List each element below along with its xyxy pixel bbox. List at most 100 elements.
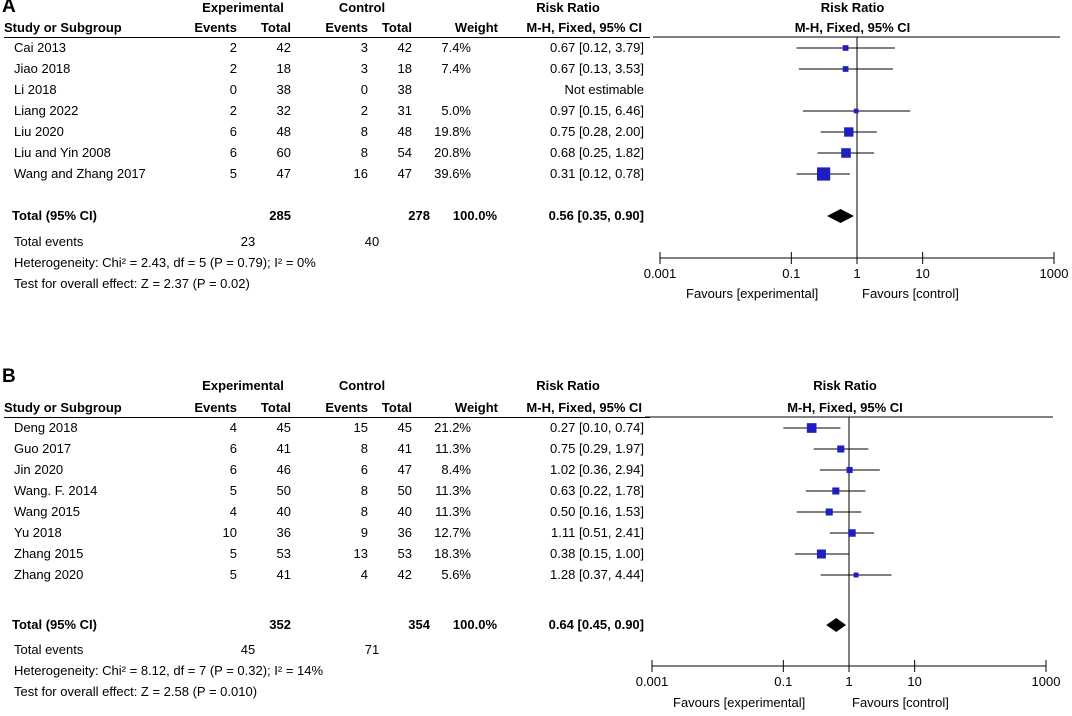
panel-a-col-weight: Weight (454, 20, 498, 35)
exp-total: 47 (276, 166, 291, 181)
ctrl-total: 18 (397, 61, 412, 76)
panel-b-total-label: Total (95% CI) (12, 617, 97, 632)
panel-a-col-exp-events: Events (194, 20, 237, 35)
panel-b-col-ctrl-total: Total (381, 400, 412, 415)
weight: 11.3% (435, 504, 471, 519)
ctrl-total: 42 (397, 40, 412, 55)
ci-text: 0.75 [0.29, 1.97] (550, 441, 644, 456)
exp-total: 50 (276, 483, 291, 498)
exp-total: 40 (276, 504, 291, 519)
weight: 18.3% (434, 546, 471, 561)
panel-a-col-ctrl-total: Total (381, 20, 412, 35)
exp-events: 5 (229, 567, 237, 582)
panel-b-heterogeneity: Heterogeneity: Chi² = 8.12, df = 7 (P = … (14, 663, 324, 678)
panel-b-favours-right: Favours [control] (852, 695, 949, 710)
study-name: Liang 2022 (14, 103, 79, 118)
x-tick-label: 0.1 (774, 674, 792, 689)
ctrl-events: 13 (353, 546, 368, 561)
x-tick-label: 0.1 (782, 266, 800, 281)
weight: 7.4% (441, 40, 471, 55)
exp-total: 32 (276, 103, 291, 118)
study-name: Jiao 2018 (14, 61, 71, 76)
ctrl-events: 3 (360, 40, 368, 55)
ci-text: 0.67 [0.12, 3.79] (550, 40, 644, 55)
ctrl-events: 16 (353, 166, 368, 181)
panel-b-col-ci: M-H, Fixed, 95% CI (526, 400, 642, 415)
weight: 11.3% (435, 483, 471, 498)
panel-b-plot-area: 0.001 0.1 1 10 1000 (636, 416, 1061, 689)
ci-text: Not estimable (564, 82, 644, 97)
ci-text: 1.28 [0.37, 4.44] (550, 567, 644, 582)
ctrl-events: 4 (360, 567, 368, 582)
panel-a-total-events-ctrl: 40 (364, 234, 380, 249)
ci-text: 0.75 [0.28, 2.00] (550, 124, 644, 139)
panel-b-header-experimental: Experimental (202, 378, 284, 393)
ctrl-total: 31 (397, 103, 412, 118)
x-tick-label: 0.001 (644, 266, 677, 281)
panel-a-pooled-diamond (827, 209, 854, 223)
point-estimate-marker (837, 445, 845, 453)
panel-b-header-control: Control (338, 378, 386, 393)
x-tick-label: 1 (853, 266, 860, 281)
panel-b-label: B (2, 366, 16, 387)
point-estimate-marker (816, 167, 831, 181)
exp-total: 53 (276, 546, 291, 561)
study-name: Zhang 2015 (14, 546, 84, 561)
study-name: Wang. F. 2014 (14, 483, 98, 498)
point-estimate-marker (853, 572, 859, 578)
x-tick-label: 1 (845, 674, 852, 689)
exp-events: 5 (229, 546, 237, 561)
panel-b-col-exp-events: Events (194, 400, 237, 415)
panel-a-total-ctrl: 278 (408, 208, 430, 223)
exp-total: 41 (276, 441, 291, 456)
ctrl-events: 8 (360, 483, 368, 498)
exp-events: 4 (229, 420, 237, 435)
weight: 5.6% (441, 567, 471, 582)
panel-a-plot-title: Risk Ratio (820, 0, 885, 15)
point-estimate-marker (842, 66, 849, 72)
exp-events: 6 (229, 441, 237, 456)
ctrl-events: 8 (360, 441, 368, 456)
ctrl-events: 3 (360, 61, 368, 76)
panel-b-total-exp: 352 (269, 617, 291, 632)
ctrl-events: 0 (360, 82, 368, 97)
panel-a-header-experimental: Experimental (202, 0, 284, 15)
ctrl-total: 45 (397, 420, 412, 435)
panel-b-plot-subtitle: M-H, Fixed, 95% CI (787, 400, 903, 415)
study-name: Wang 2015 (14, 504, 81, 519)
forest-plot-panel-a: A Experimental Control Risk Ratio Study or S… (0, 0, 1072, 350)
weight: 19.8% (434, 124, 471, 139)
panel-b-header-rule (4, 417, 650, 418)
panel-a-col-study: Study or Subgroup (4, 20, 122, 35)
exp-events: 2 (229, 103, 237, 118)
panel-b-pooled-diamond (826, 618, 846, 632)
panel-a-col-ctrl-events: Events (325, 20, 368, 35)
point-estimate-marker (806, 423, 817, 433)
ctrl-total: 47 (397, 166, 412, 181)
forest-plot-panel-b: B Experimental Control Risk Ratio Study or S… (0, 356, 1072, 713)
exp-events: 6 (229, 462, 237, 477)
study-name: Liu and Yin 2008 (14, 145, 111, 160)
panel-b-total-events-label: Total events (14, 642, 84, 657)
exp-total: 42 (276, 40, 291, 55)
panel-a-plot-subtitle: M-H, Fixed, 95% CI (794, 20, 911, 35)
ctrl-total: 54 (397, 145, 412, 160)
x-tick-label: 1000 (1040, 266, 1069, 281)
weight: 20.8% (434, 145, 471, 160)
exp-events: 5 (229, 166, 237, 181)
panel-b-col-study: Study or Subgroup (4, 400, 122, 415)
panel-a-col-exp-total: Total (260, 20, 291, 35)
weight: 7.4% (441, 61, 471, 76)
ci-text: 0.31 [0.12, 0.78] (550, 166, 644, 181)
exp-events: 2 (229, 40, 237, 55)
ci-text: 1.11 [0.51, 2.41] (551, 525, 644, 540)
x-tick-label: 1000 (1032, 674, 1061, 689)
ci-text: 0.97 [0.15, 6.46] (550, 103, 644, 118)
panel-b-overall-effect: Test for overall effect: Z = 2.58 (P = 0… (14, 684, 258, 699)
x-tick-label: 10 (907, 674, 921, 689)
panel-a-total-exp: 285 (269, 208, 291, 223)
weight: 5.0% (441, 103, 471, 118)
point-estimate-marker (853, 108, 859, 114)
study-name: Deng 2018 (14, 420, 78, 435)
panel-b-col-exp-total: Total (260, 400, 291, 415)
